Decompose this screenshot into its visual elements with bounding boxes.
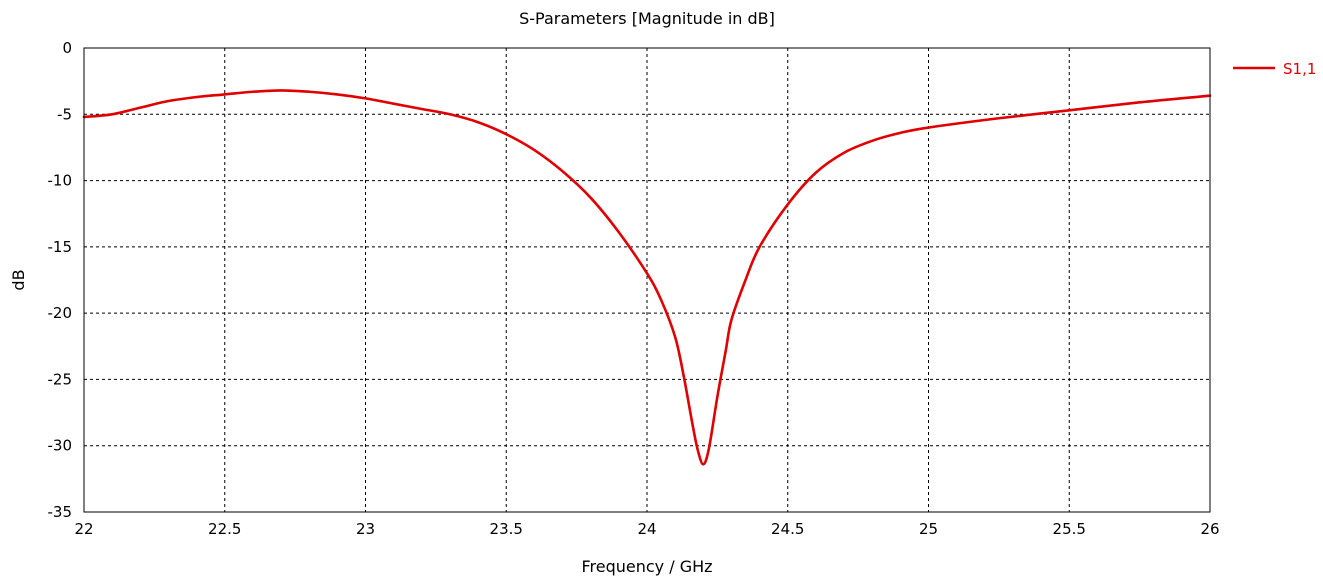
- plot-frame: [83, 47, 1211, 513]
- series-line-s11: [82, 89, 1212, 466]
- x-axis-title: Frequency / GHz: [581, 557, 712, 576]
- grid-layer: [84, 48, 1210, 512]
- legend-label: S1,1: [1283, 60, 1316, 78]
- y-tick-label: -25: [48, 370, 73, 388]
- y-tick-label: -5: [57, 105, 72, 123]
- x-tick-label: 22: [74, 520, 93, 538]
- x-tick-label: 24.5: [771, 520, 804, 538]
- x-tick-label: 22.5: [208, 520, 241, 538]
- chart-title: S-Parameters [Magnitude in dB]: [519, 9, 775, 28]
- y-tick-label: -15: [48, 238, 73, 256]
- y-tick-label: -30: [48, 437, 73, 455]
- y-tick-label: 0: [62, 39, 72, 57]
- y-axis-title: dB: [9, 269, 28, 290]
- y-tick-label: -20: [48, 304, 73, 322]
- x-tick-label: 25: [919, 520, 938, 538]
- x-tick-label: 25.5: [1053, 520, 1086, 538]
- x-tick-label: 23.5: [490, 520, 523, 538]
- x-tick-label: 23: [356, 520, 375, 538]
- y-tick-label: -10: [48, 172, 73, 190]
- y-tick-label: -35: [48, 503, 73, 521]
- series-layer: [82, 89, 1212, 466]
- x-tick-label: 26: [1200, 520, 1219, 538]
- tick-label-layer: 22 22.5 23 23.5 24 24.5 25 25.5 26 0 -5 -10 -15 -20 -2…: [48, 39, 1220, 538]
- x-tick-label: 24: [637, 520, 656, 538]
- legend: S1,1: [1233, 60, 1316, 78]
